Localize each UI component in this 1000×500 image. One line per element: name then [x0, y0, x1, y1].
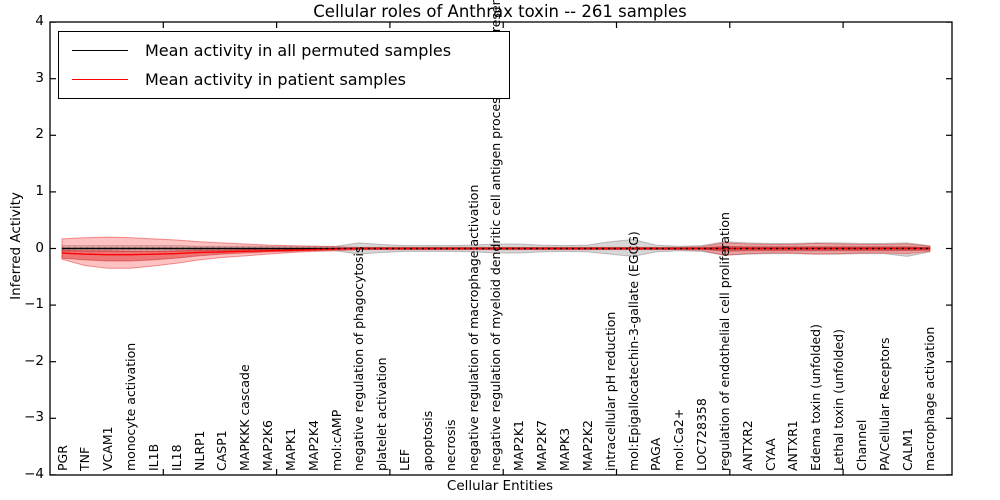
mean-line	[61, 247, 930, 256]
x-category-label: CASP1	[214, 430, 230, 471]
x-category-label: IL18	[168, 444, 184, 471]
x-category-label: negative regulation of macrophage activa…	[465, 184, 481, 471]
x-category-label: macrophage activation	[922, 326, 938, 471]
x-category-label: MAPK3	[556, 427, 572, 471]
x-category-label: PAGA	[648, 437, 664, 471]
chart-title: Cellular roles of Anthrax toxin -- 261 s…	[313, 2, 687, 21]
y-tick-label: −1	[24, 296, 44, 313]
x-category-label: CALM1	[899, 428, 915, 471]
x-category-label: Lethal toxin (unfolded)	[831, 329, 847, 471]
y-tick-label: 0	[35, 239, 44, 256]
x-category-label: PA/Cellular Receptors	[876, 337, 892, 471]
legend-entry-permuted: Mean activity in all permuted samples	[59, 41, 509, 60]
x-category-label: mol:cAMP	[328, 409, 344, 471]
x-category-label: MAP2K7	[534, 420, 550, 471]
x-category-label: apoptosis	[419, 410, 435, 471]
x-category-label: mol:Epigallocatechin-3-gallate (EGCG)	[625, 231, 641, 471]
activity-band	[61, 236, 931, 269]
x-category-label: monocyte activation	[123, 342, 139, 471]
x-category-label: NLRP1	[191, 430, 207, 472]
x-category-label: intracellular pH reduction	[602, 311, 618, 471]
x-category-label: TNF	[77, 446, 93, 471]
legend: Mean activity in all permuted samples Me…	[58, 31, 510, 99]
x-category-label: platelet activation	[374, 357, 390, 471]
x-category-label: mol:Ca2+	[671, 408, 687, 471]
x-category-label: Edema toxin (unfolded)	[808, 324, 824, 471]
legend-line-patient-icon	[72, 78, 128, 80]
x-category-label: MAP2K4	[305, 420, 321, 471]
x-category-label: MAP2K2	[579, 420, 595, 471]
x-category-label: MAPK1	[282, 427, 298, 471]
y-tick-label: −2	[24, 352, 44, 369]
legend-label-patient: Mean activity in patient samples	[145, 69, 406, 89]
x-category-label: MAP2K6	[260, 420, 276, 471]
y-tick-label: 3	[35, 69, 44, 86]
legend-line-permuted-icon	[72, 50, 128, 52]
x-category-label: MAPKKK cascade	[237, 364, 253, 471]
x-category-label: regulation of endothelial cell prolifera…	[716, 212, 732, 471]
x-category-label: LOC728358	[694, 398, 710, 471]
x-category-label: LEF	[397, 448, 413, 471]
x-category-label: negative regulation of phagocytosis	[351, 246, 367, 471]
x-category-label: necrosis	[442, 419, 458, 472]
x-category-label: ANTXR2	[739, 420, 755, 471]
x-axis-title: Cellular Entities	[446, 478, 554, 494]
x-category-label: ANTXR1	[785, 420, 801, 471]
x-category-label: PGR	[54, 445, 70, 471]
y-tick-label: 2	[35, 126, 44, 143]
x-category-label: IL1B	[145, 443, 161, 471]
x-category-label: MAP2K1	[511, 420, 527, 471]
y-tick-label: −3	[24, 409, 44, 426]
legend-label-permuted: Mean activity in all permuted samples	[145, 41, 452, 61]
y-tick-label: 4	[35, 13, 44, 30]
y-tick-label: −4	[24, 465, 44, 482]
x-category-label: VCAM1	[100, 426, 116, 471]
x-category-label: CYAA	[762, 438, 778, 471]
y-tick-label: 1	[35, 182, 44, 199]
legend-entry-patient: Mean activity in patient samples	[59, 70, 509, 89]
x-category-label: Channel	[853, 419, 869, 471]
